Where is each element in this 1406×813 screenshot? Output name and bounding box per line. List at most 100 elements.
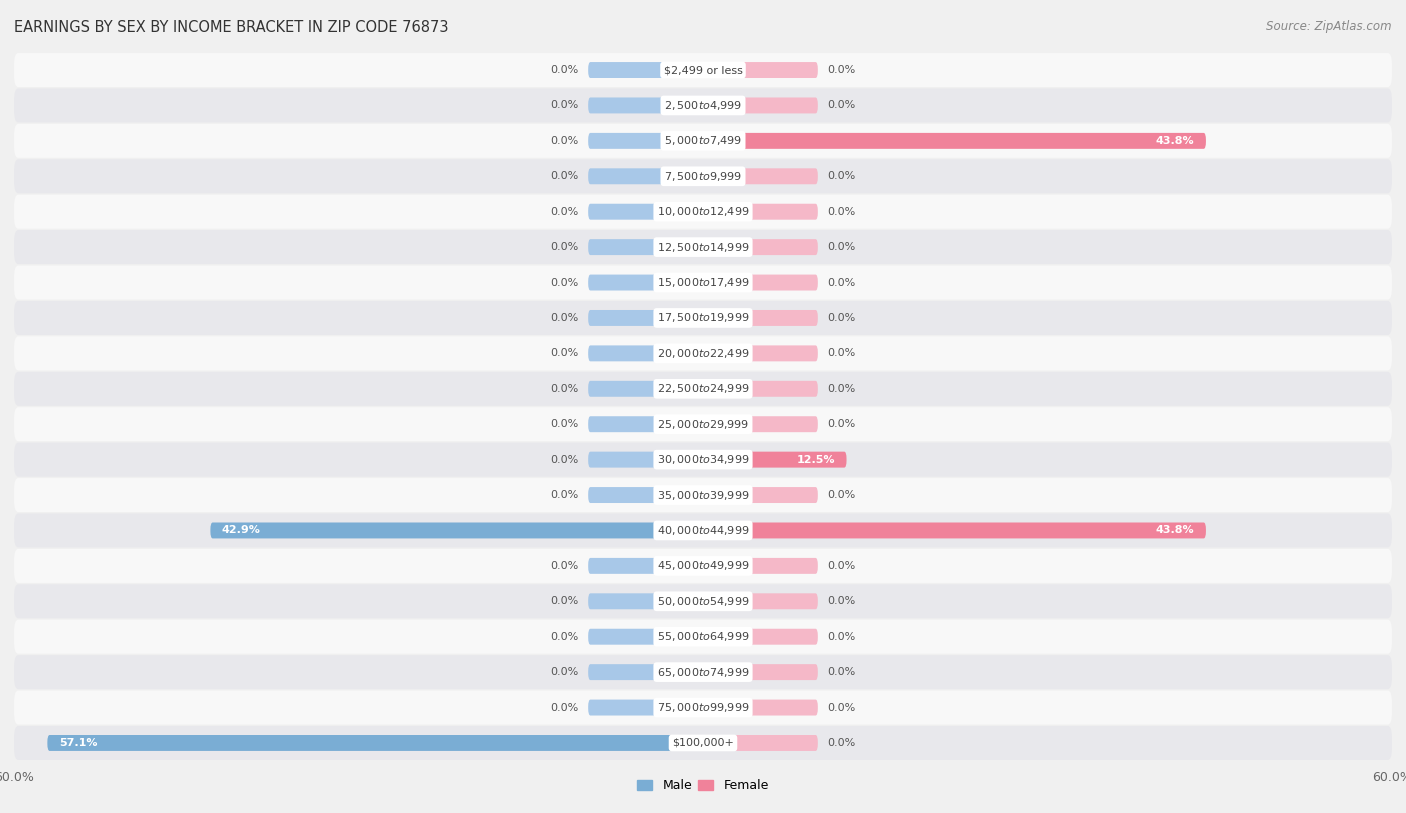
Text: 0.0%: 0.0% xyxy=(827,702,855,712)
FancyBboxPatch shape xyxy=(588,62,703,78)
Text: $75,000 to $99,999: $75,000 to $99,999 xyxy=(657,701,749,714)
Text: 0.0%: 0.0% xyxy=(551,277,579,288)
Text: 42.9%: 42.9% xyxy=(222,525,260,536)
FancyBboxPatch shape xyxy=(703,664,818,680)
Text: $22,500 to $24,999: $22,500 to $24,999 xyxy=(657,382,749,395)
FancyBboxPatch shape xyxy=(703,699,818,715)
Text: 0.0%: 0.0% xyxy=(827,101,855,111)
Legend: Male, Female: Male, Female xyxy=(633,774,773,798)
FancyBboxPatch shape xyxy=(588,664,703,680)
Text: $35,000 to $39,999: $35,000 to $39,999 xyxy=(657,489,749,502)
Text: $2,500 to $4,999: $2,500 to $4,999 xyxy=(664,99,742,112)
FancyBboxPatch shape xyxy=(588,558,703,574)
Text: $65,000 to $74,999: $65,000 to $74,999 xyxy=(657,666,749,679)
Text: $12,500 to $14,999: $12,500 to $14,999 xyxy=(657,241,749,254)
FancyBboxPatch shape xyxy=(211,523,703,538)
FancyBboxPatch shape xyxy=(14,266,1392,299)
FancyBboxPatch shape xyxy=(14,407,1392,441)
FancyBboxPatch shape xyxy=(14,124,1392,158)
Text: 0.0%: 0.0% xyxy=(827,667,855,677)
FancyBboxPatch shape xyxy=(14,372,1392,406)
FancyBboxPatch shape xyxy=(588,487,703,503)
FancyBboxPatch shape xyxy=(588,593,703,609)
Text: 0.0%: 0.0% xyxy=(827,420,855,429)
FancyBboxPatch shape xyxy=(14,89,1392,123)
Text: 0.0%: 0.0% xyxy=(551,101,579,111)
FancyBboxPatch shape xyxy=(588,98,703,114)
FancyBboxPatch shape xyxy=(14,655,1392,689)
FancyBboxPatch shape xyxy=(48,735,703,751)
Text: $50,000 to $54,999: $50,000 to $54,999 xyxy=(657,595,749,608)
Text: 0.0%: 0.0% xyxy=(827,172,855,181)
FancyBboxPatch shape xyxy=(14,585,1392,619)
FancyBboxPatch shape xyxy=(588,275,703,290)
FancyBboxPatch shape xyxy=(703,628,818,645)
Text: 0.0%: 0.0% xyxy=(827,490,855,500)
FancyBboxPatch shape xyxy=(703,558,818,574)
Text: $10,000 to $12,499: $10,000 to $12,499 xyxy=(657,205,749,218)
FancyBboxPatch shape xyxy=(703,452,846,467)
FancyBboxPatch shape xyxy=(14,301,1392,335)
FancyBboxPatch shape xyxy=(703,310,818,326)
FancyBboxPatch shape xyxy=(14,53,1392,87)
FancyBboxPatch shape xyxy=(703,204,818,220)
Text: 43.8%: 43.8% xyxy=(1156,525,1195,536)
FancyBboxPatch shape xyxy=(588,452,703,467)
Text: $5,000 to $7,499: $5,000 to $7,499 xyxy=(664,134,742,147)
FancyBboxPatch shape xyxy=(588,628,703,645)
FancyBboxPatch shape xyxy=(588,239,703,255)
Text: 0.0%: 0.0% xyxy=(827,207,855,217)
FancyBboxPatch shape xyxy=(14,690,1392,724)
Text: 0.0%: 0.0% xyxy=(551,667,579,677)
FancyBboxPatch shape xyxy=(703,98,818,114)
FancyBboxPatch shape xyxy=(588,346,703,361)
FancyBboxPatch shape xyxy=(588,204,703,220)
FancyBboxPatch shape xyxy=(703,168,818,185)
FancyBboxPatch shape xyxy=(703,416,818,433)
FancyBboxPatch shape xyxy=(14,620,1392,654)
Text: $20,000 to $22,499: $20,000 to $22,499 xyxy=(657,347,749,360)
FancyBboxPatch shape xyxy=(703,523,1206,538)
FancyBboxPatch shape xyxy=(703,380,818,397)
Text: 0.0%: 0.0% xyxy=(827,561,855,571)
Text: 0.0%: 0.0% xyxy=(551,313,579,323)
Text: 0.0%: 0.0% xyxy=(827,738,855,748)
Text: 0.0%: 0.0% xyxy=(827,349,855,359)
Text: 0.0%: 0.0% xyxy=(827,313,855,323)
FancyBboxPatch shape xyxy=(588,133,703,149)
Text: 0.0%: 0.0% xyxy=(551,384,579,393)
FancyBboxPatch shape xyxy=(14,159,1392,193)
FancyBboxPatch shape xyxy=(703,487,818,503)
Text: 0.0%: 0.0% xyxy=(827,384,855,393)
Text: $30,000 to $34,999: $30,000 to $34,999 xyxy=(657,453,749,466)
Text: 0.0%: 0.0% xyxy=(551,172,579,181)
Text: 0.0%: 0.0% xyxy=(551,702,579,712)
Text: EARNINGS BY SEX BY INCOME BRACKET IN ZIP CODE 76873: EARNINGS BY SEX BY INCOME BRACKET IN ZIP… xyxy=(14,20,449,35)
Text: 0.0%: 0.0% xyxy=(827,242,855,252)
FancyBboxPatch shape xyxy=(14,549,1392,583)
Text: 0.0%: 0.0% xyxy=(827,65,855,75)
FancyBboxPatch shape xyxy=(14,726,1392,760)
FancyBboxPatch shape xyxy=(588,168,703,185)
Text: 0.0%: 0.0% xyxy=(551,420,579,429)
Text: 0.0%: 0.0% xyxy=(551,632,579,641)
FancyBboxPatch shape xyxy=(703,346,818,361)
FancyBboxPatch shape xyxy=(703,735,818,751)
FancyBboxPatch shape xyxy=(703,133,1206,149)
Text: 0.0%: 0.0% xyxy=(551,207,579,217)
FancyBboxPatch shape xyxy=(703,593,818,609)
FancyBboxPatch shape xyxy=(588,416,703,433)
Text: 0.0%: 0.0% xyxy=(551,490,579,500)
Text: Source: ZipAtlas.com: Source: ZipAtlas.com xyxy=(1267,20,1392,33)
FancyBboxPatch shape xyxy=(14,230,1392,264)
FancyBboxPatch shape xyxy=(703,239,818,255)
Text: 43.8%: 43.8% xyxy=(1156,136,1195,146)
Text: 57.1%: 57.1% xyxy=(59,738,97,748)
Text: $15,000 to $17,499: $15,000 to $17,499 xyxy=(657,276,749,289)
FancyBboxPatch shape xyxy=(14,514,1392,547)
FancyBboxPatch shape xyxy=(14,337,1392,371)
Text: $100,000+: $100,000+ xyxy=(672,738,734,748)
Text: 0.0%: 0.0% xyxy=(827,596,855,606)
FancyBboxPatch shape xyxy=(14,478,1392,512)
Text: $25,000 to $29,999: $25,000 to $29,999 xyxy=(657,418,749,431)
